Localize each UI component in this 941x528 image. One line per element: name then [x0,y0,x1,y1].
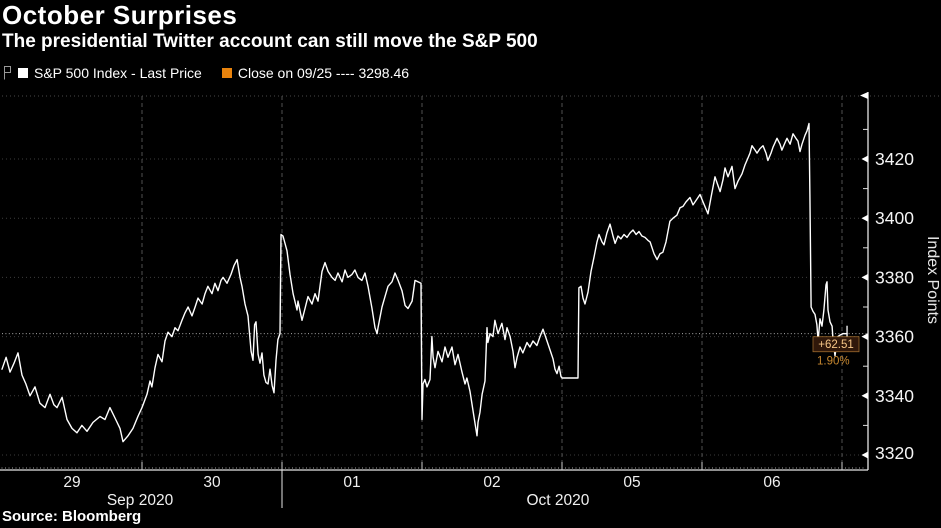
svg-text:05: 05 [623,474,640,491]
svg-text:02: 02 [483,474,500,491]
y-axis-title: Index Points [924,236,941,324]
series-legend-label: S&P 500 Index - Last Price [34,65,202,81]
svg-text:3360: 3360 [875,327,914,347]
page-title: October Surprises [2,0,238,30]
series-swatch [18,68,28,78]
legend-key-icon [2,65,12,81]
chart-legend: S&P 500 Index - Last Price Close on 09/2… [2,65,409,81]
svg-text:3320: 3320 [875,443,914,463]
reference-legend-label: Close on 09/25 ---- 3298.46 [237,65,410,81]
svg-text:Oct 2020: Oct 2020 [526,492,589,509]
price-series-line [1,122,848,443]
svg-text:Sep 2020: Sep 2020 [107,492,174,509]
svg-text:29: 29 [63,474,80,491]
svg-text:01: 01 [343,474,360,491]
y-axis-top-arrow [860,92,868,99]
svg-text:3340: 3340 [875,386,914,406]
svg-text:30: 30 [203,474,221,491]
source-attribution: Source: Bloomberg [2,508,142,525]
page-subtitle: The presidential Twitter account can sti… [2,31,538,52]
y-axis-labels: 3320 3340 3360 3380 3400 3420 [861,128,914,463]
svg-text:+62.51: +62.51 [818,339,854,351]
x-axis-labels: 29 30 01 02 05 06 Sep 2020 Oct 2020 [63,474,780,509]
svg-text:06: 06 [763,474,780,491]
svg-text:1.90%: 1.90% [817,356,850,368]
svg-text:3420: 3420 [875,149,914,169]
last-change-annotation: +62.51 1.90% [812,336,860,368]
reference-swatch [221,68,232,78]
svg-text:3400: 3400 [875,208,914,228]
svg-text:3380: 3380 [875,267,914,287]
x-axis-tick-comb [1,462,864,470]
